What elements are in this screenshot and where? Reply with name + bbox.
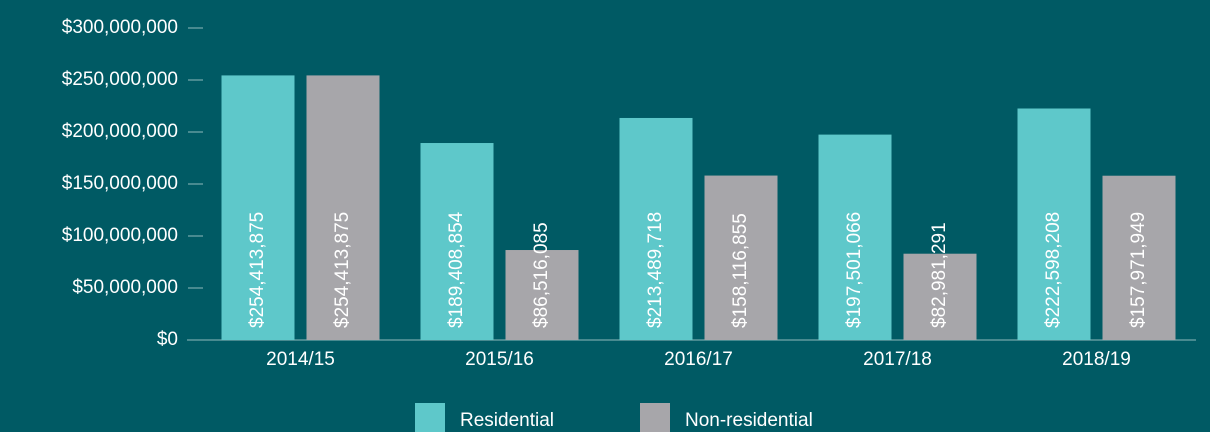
y-tick-label: $250,000,000 [62,69,178,90]
value-label: $222,598,208 [1043,212,1064,328]
y-tick-label: $50,000,000 [72,277,178,298]
legend-swatch [640,403,670,432]
bar [221,75,295,340]
bar [818,134,892,340]
value-label: $82,981,291 [929,222,950,328]
y-tick-label: $200,000,000 [62,121,178,142]
x-tick-label: 2014/15 [266,349,335,370]
y-tick-label: $0 [157,329,178,350]
value-label: $197,501,066 [844,212,865,328]
bar [1017,108,1091,340]
bar [306,75,380,340]
value-label: $157,971,949 [1128,212,1149,328]
x-tick-label: 2015/16 [465,349,534,370]
value-label: $189,408,854 [446,211,467,328]
bar [704,175,778,340]
x-tick-label: 2018/19 [1062,349,1131,370]
value-label: $254,413,875 [332,212,353,328]
bar [619,117,693,340]
bar [505,250,579,340]
bar [1102,175,1176,340]
bar [420,143,494,340]
y-tick-label: $300,000,000 [62,17,178,38]
x-tick-label: 2017/18 [863,349,932,370]
legend-label: Residential [460,410,554,431]
y-tick-label: $150,000,000 [62,173,178,194]
legend-swatch [415,403,445,432]
value-label: $86,516,085 [531,222,552,328]
legend-label: Non-residential [685,410,813,431]
value-label: $254,413,875 [247,212,268,328]
x-tick-label: 2016/17 [664,349,733,370]
value-label: $213,489,718 [645,212,666,328]
y-tick-label: $100,000,000 [62,225,178,246]
bar [903,253,977,340]
value-label: $158,116,855 [730,213,751,328]
